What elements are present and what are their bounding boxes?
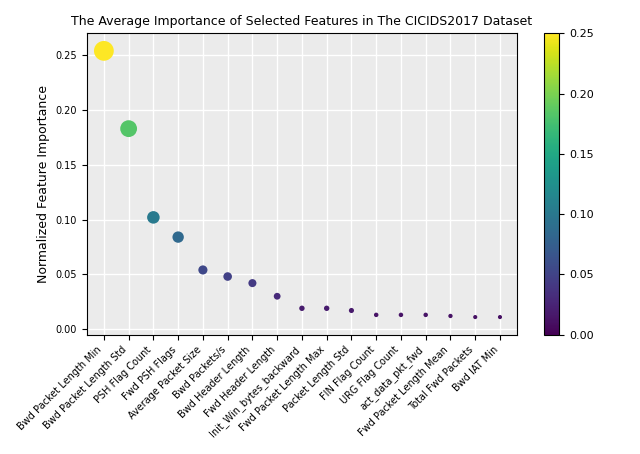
- Point: [173, 233, 183, 241]
- Point: [420, 311, 431, 319]
- Point: [297, 305, 307, 312]
- Y-axis label: Normalized Feature Importance: Normalized Feature Importance: [36, 85, 50, 283]
- Point: [272, 293, 282, 300]
- Point: [371, 311, 381, 319]
- Point: [148, 214, 159, 221]
- Point: [99, 47, 109, 54]
- Point: [247, 280, 257, 287]
- Point: [124, 125, 134, 132]
- Point: [198, 266, 208, 274]
- Point: [445, 312, 456, 320]
- Title: The Average Importance of Selected Features in The CICIDS2017 Dataset: The Average Importance of Selected Featu…: [72, 15, 532, 28]
- Point: [396, 311, 406, 319]
- Point: [223, 273, 233, 280]
- Point: [321, 305, 332, 312]
- Point: [346, 307, 356, 314]
- Point: [470, 313, 481, 321]
- Point: [495, 313, 505, 321]
